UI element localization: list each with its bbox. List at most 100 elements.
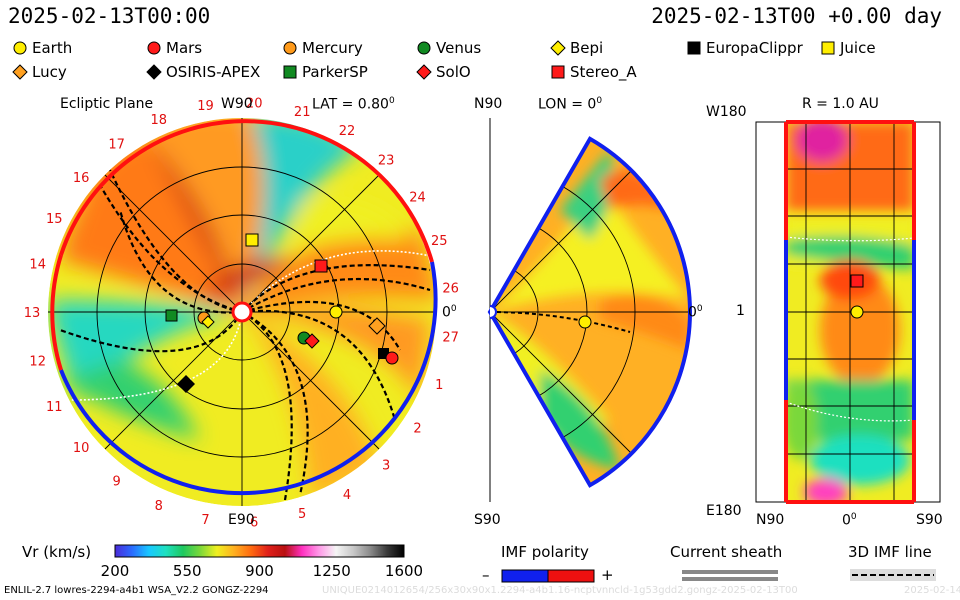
imf-polarity-title: IMF polarity xyxy=(501,543,589,561)
legend-label: Juice xyxy=(840,39,876,57)
velocity-colorbar xyxy=(114,544,405,558)
sector-label: 23 xyxy=(378,153,395,168)
bepi-marker xyxy=(201,315,215,329)
imf-line-title: 3D IMF line xyxy=(848,543,932,561)
colorbar-tick: 1250 xyxy=(312,562,351,580)
mars-marker xyxy=(385,351,399,365)
imf-minus: – xyxy=(482,566,490,584)
diamond-marker-icon xyxy=(146,64,162,80)
legend-item-earth: Earth xyxy=(12,39,72,57)
sphere-x-mid: 00 xyxy=(842,512,857,529)
colorbar-tick: 900 xyxy=(245,562,274,580)
sector-label: 2 xyxy=(413,421,421,436)
sector-labels: 19 20212223242526271234567891011121314151… xyxy=(24,96,459,530)
circle-marker-icon xyxy=(283,41,297,55)
ecliptic-title: Ecliptic Plane xyxy=(60,96,154,112)
legend-label: Earth xyxy=(32,39,73,57)
current-sheath-swatch xyxy=(682,570,778,581)
meridional-right-degree: 0 xyxy=(696,304,703,314)
legend-item-lucy: Lucy xyxy=(12,63,67,81)
imf-plus: + xyxy=(601,566,614,584)
ecliptic-spacecraft xyxy=(165,233,399,393)
diamond-marker-icon xyxy=(550,40,566,56)
square-marker-icon xyxy=(551,65,565,79)
ecliptic-bottom-label: E90 xyxy=(228,512,255,528)
sphere-earth-marker xyxy=(850,305,864,319)
sector-label: 13 xyxy=(24,306,41,321)
colorbar-tick: 1600 xyxy=(384,562,424,580)
meridional-lon-label: LON = 00 xyxy=(538,96,602,113)
sector-label: 22 xyxy=(339,124,356,139)
legend-item-mercury: Mercury xyxy=(282,39,363,57)
lat-degree: 0 xyxy=(388,96,395,106)
meridional-right-value: 0 xyxy=(688,304,697,321)
sphere-x-left: N90 xyxy=(756,512,785,528)
legend-item-stereo-a: Stereo_A xyxy=(550,63,637,81)
sphere-top-left: W180 xyxy=(706,104,747,120)
legend-label: EuropaClippr xyxy=(706,39,803,57)
sector-label: 1 xyxy=(435,378,443,393)
stereo-a-marker xyxy=(314,259,328,273)
sphere-title: R = 1.0 AU xyxy=(802,96,879,112)
imf-polarity-bar xyxy=(501,569,595,583)
diamond-marker-icon xyxy=(416,64,432,80)
legend-label: Mercury xyxy=(302,39,363,57)
current-sheath-title: Current sheath xyxy=(670,543,783,561)
legend-item-bepi: Bepi xyxy=(550,39,603,57)
legend-label: SolO xyxy=(436,63,471,81)
sphere-stereo-a-marker xyxy=(850,274,864,288)
lucy-marker xyxy=(368,317,386,335)
timestamp-left: 2025-02-13T00:00 xyxy=(8,4,211,28)
sphere-map-plot xyxy=(755,120,941,504)
legend-label: ParkerSP xyxy=(302,63,368,81)
legend-item-parkersp: ParkerSP xyxy=(282,63,368,81)
sector-label: 25 xyxy=(431,234,448,249)
sector-label: 9 xyxy=(112,474,120,489)
footer-watermark: UNIQUE0214012654/256x30x90x1.2294-a4b1.1… xyxy=(322,585,798,596)
square-marker-icon xyxy=(687,41,701,55)
ecliptic-lat-label: LAT = 0.800 xyxy=(312,96,395,113)
legend-label: Stereo_A xyxy=(570,63,637,81)
sector-label: 21 xyxy=(294,105,311,120)
colorbar-label: Vr (km/s) xyxy=(22,543,92,561)
sector-label: 7 xyxy=(201,513,209,528)
colorbar-tick: 550 xyxy=(172,562,202,580)
timestamp-right: 2025-02-13T00 +0.00 day xyxy=(651,4,942,28)
legend-item-juice: Juice xyxy=(820,39,876,57)
legend-label: Lucy xyxy=(32,63,67,81)
sector-label: 3 xyxy=(382,459,390,474)
sphere-x-mid-degree: 0 xyxy=(850,512,857,522)
circle-marker-icon xyxy=(147,41,161,55)
sector-label: 17 xyxy=(108,138,125,153)
imf-line-swatch xyxy=(850,569,936,581)
osiris-apex-marker xyxy=(177,375,195,393)
ecliptic-right-value: 0 xyxy=(442,304,451,321)
legend-label: Mars xyxy=(166,39,203,57)
meridional-top-label: N90 xyxy=(474,96,503,112)
sphere-bottom-left: E180 xyxy=(706,503,742,519)
sector-label: 5 xyxy=(298,507,306,522)
diamond-marker-icon xyxy=(12,64,28,80)
sector-label: 14 xyxy=(29,258,46,273)
legend-item-mars: Mars xyxy=(146,39,202,57)
legend-label: Venus xyxy=(436,39,482,57)
legend-item-venus: Venus xyxy=(416,39,481,57)
sector-label: 27 xyxy=(442,330,459,345)
sector-label: 18 xyxy=(151,113,168,128)
lat-value: LAT = 0.80 xyxy=(312,96,389,113)
sector-label: 12 xyxy=(29,354,46,369)
sector-label: 15 xyxy=(46,212,63,227)
lon-value: LON = 0 xyxy=(538,96,597,113)
ecliptic-plane-plot: 19 20212223242526271234567891011121314151… xyxy=(24,96,459,530)
legend-label: Bepi xyxy=(570,39,604,57)
earth-marker xyxy=(329,305,343,319)
footer-date: 2025-02-14 xyxy=(904,585,960,596)
meridional-earth-marker xyxy=(578,315,592,329)
sector-label: 26 xyxy=(442,282,459,297)
lon-degree: 0 xyxy=(596,96,603,106)
solo-marker xyxy=(304,333,320,349)
sector-label: 20 xyxy=(246,96,263,111)
square-marker-icon xyxy=(283,65,297,79)
